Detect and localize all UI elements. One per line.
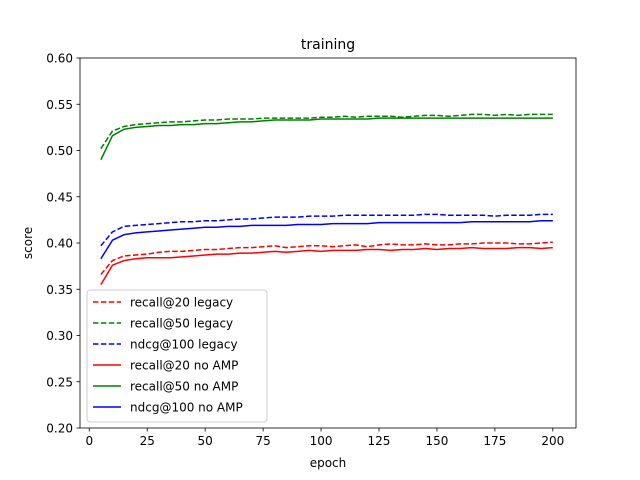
y-tick-label: 0.40 [46, 237, 73, 251]
legend-entry: recall@50 no AMP [130, 380, 238, 394]
series-line-recall-20-legacy [100, 241, 553, 275]
x-tick-label: 0 [85, 434, 93, 448]
y-tick-label: 0.55 [46, 98, 73, 112]
plot-lines [100, 113, 553, 286]
y-axis-label: score [21, 227, 35, 259]
series-line-ndcg-100-no-amp [100, 220, 553, 260]
y-tick-label: 0.35 [46, 283, 73, 297]
series-line-recall-20-no-amp [100, 246, 553, 286]
series-line-ndcg-100-legacy [100, 213, 553, 247]
y-tick-label: 0.60 [46, 52, 73, 66]
y-tick-label: 0.30 [46, 329, 73, 343]
y-tick-label: 0.20 [46, 422, 73, 436]
legend: recall@20 legacy recall@50 legacy ndcg@100… [86, 289, 268, 423]
x-axis-label: epoch [310, 456, 347, 470]
y-tick-label: 0.50 [46, 144, 73, 158]
x-tick-label: 25 [140, 434, 155, 448]
series-line-recall-50-no-amp [100, 117, 553, 161]
legend-entry: recall@20 legacy [130, 296, 233, 310]
legend-entry: recall@20 no AMP [130, 359, 238, 373]
y-axis: 0.20 0.25 0.30 0.35 0.40 0.45 0.50 0.55 0.60 [46, 52, 80, 436]
legend-entry: ndcg@100 legacy [130, 338, 238, 352]
x-tick-label: 175 [483, 434, 506, 448]
chart-title: training [301, 37, 355, 53]
y-tick-label: 0.45 [46, 190, 73, 204]
x-tick-label: 150 [425, 434, 448, 448]
legend-entry: ndcg@100 no AMP [130, 401, 243, 415]
y-tick-label: 0.25 [46, 375, 73, 389]
legend-entry: recall@50 legacy [130, 317, 233, 331]
x-tick-label: 75 [255, 434, 270, 448]
series-line-recall-50-legacy [100, 113, 553, 150]
x-tick-label: 50 [198, 434, 213, 448]
x-tick-label: 200 [541, 434, 564, 448]
x-axis: 0 25 50 75 100 125 150 175 200 [85, 428, 564, 448]
legend-box [86, 289, 268, 423]
x-tick-label: 100 [310, 434, 333, 448]
x-tick-label: 125 [368, 434, 391, 448]
